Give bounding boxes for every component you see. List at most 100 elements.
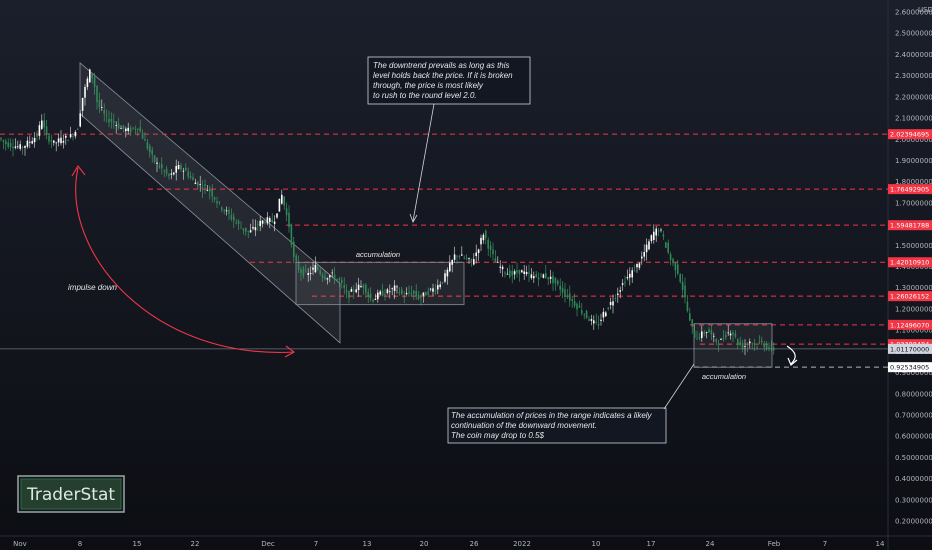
candle-body — [602, 311, 605, 318]
candle-body — [127, 127, 129, 131]
candle-body — [384, 293, 386, 296]
candle-body — [110, 118, 113, 122]
candle-body — [533, 276, 535, 279]
candle-body — [710, 329, 713, 335]
candle-body — [585, 310, 588, 318]
candle-body — [607, 307, 609, 310]
candle-body — [458, 256, 461, 258]
candle-body — [413, 290, 415, 294]
candle-body — [264, 222, 266, 223]
candle-body — [43, 120, 45, 128]
candle-body — [564, 289, 566, 296]
candle-body — [343, 284, 345, 289]
candle-body — [549, 276, 552, 279]
candle-body — [753, 343, 756, 345]
candle-body — [115, 125, 117, 126]
x-tick-label: 2022 — [513, 540, 531, 548]
candle-body — [204, 184, 206, 187]
candle-body — [732, 332, 734, 335]
candle-body — [566, 295, 569, 297]
candle-body — [369, 293, 372, 299]
x-tick-label: 8 — [78, 540, 82, 548]
candle-body — [581, 310, 583, 314]
accumulation-note: The accumulation of prices in the range … — [447, 363, 695, 444]
candle-body — [770, 344, 773, 347]
candle-body — [302, 268, 305, 276]
accumulation-label: accumulation — [702, 372, 746, 381]
accumulation-label: accumulation — [356, 250, 400, 259]
x-tick-label: 13 — [363, 540, 372, 548]
note-line: level holds back the price. If it is bro… — [373, 71, 513, 80]
candle-body — [463, 257, 465, 259]
candle-body — [667, 242, 669, 253]
candle-body — [595, 321, 597, 323]
candle-body — [38, 125, 41, 136]
candle-body — [389, 291, 391, 293]
candle-body — [367, 292, 369, 296]
candle-body — [53, 140, 55, 143]
candle-body — [396, 286, 398, 288]
candle-body — [117, 123, 120, 129]
candle-body — [537, 277, 540, 280]
candle-body — [218, 201, 221, 203]
candle-body — [161, 163, 163, 169]
candle-body — [715, 339, 717, 342]
candle-body — [734, 333, 737, 337]
candle-body — [609, 302, 612, 305]
candle-body — [686, 301, 689, 311]
candle-body — [360, 286, 362, 288]
x-tick-label: Nov — [13, 540, 27, 548]
candle-body — [281, 194, 283, 204]
candle-body — [336, 278, 338, 280]
time-axis[interactable]: Nov 8 15 22 Dec 7 13 20 26 2022 10 17 24 Feb 7 14 — [0, 535, 932, 548]
candle-body — [638, 263, 641, 268]
candle-body — [74, 131, 77, 137]
candle-body — [492, 249, 494, 255]
candle-body — [461, 254, 463, 256]
candle-body — [482, 234, 485, 241]
candle-body — [761, 340, 763, 343]
x-tick-label: 7 — [314, 540, 318, 548]
candle-body — [725, 334, 727, 338]
candle-body — [650, 235, 653, 242]
current-price-tag — [888, 343, 932, 354]
candle-body — [0, 137, 2, 140]
candle-body — [576, 303, 578, 310]
candle-body — [149, 145, 151, 153]
candle-body — [468, 258, 470, 259]
candle-body — [225, 210, 228, 212]
horizontal-levels: 2.02394695 1.76492905 1.59481788 1.42010910… — [0, 129, 932, 373]
candle-body — [235, 222, 237, 224]
candle-body — [257, 224, 259, 225]
candle-body — [432, 288, 434, 292]
note-line: The accumulation of prices in the range … — [451, 411, 653, 420]
candle-body — [434, 290, 437, 292]
candle-body — [475, 252, 477, 257]
candle-body — [552, 275, 554, 284]
candle-body — [14, 146, 17, 148]
candle-body — [216, 200, 218, 204]
y-tick-label: 2.00000000 — [895, 136, 932, 144]
candle-body — [182, 170, 185, 172]
candle-body — [353, 290, 355, 292]
candle-body — [729, 333, 732, 336]
candle-body — [672, 258, 674, 264]
candle-body — [314, 264, 317, 273]
candle-body — [765, 344, 768, 349]
candle-body — [487, 239, 489, 249]
candle-body — [629, 273, 631, 278]
candle-body — [350, 289, 353, 292]
candle-body — [763, 343, 765, 348]
candle-body — [50, 140, 53, 142]
candle-body — [614, 298, 617, 300]
candle-body — [636, 263, 638, 268]
candle-body — [744, 346, 746, 348]
x-tick-label: 24 — [706, 540, 715, 548]
candle-body — [739, 341, 741, 345]
candle-body — [170, 173, 173, 175]
